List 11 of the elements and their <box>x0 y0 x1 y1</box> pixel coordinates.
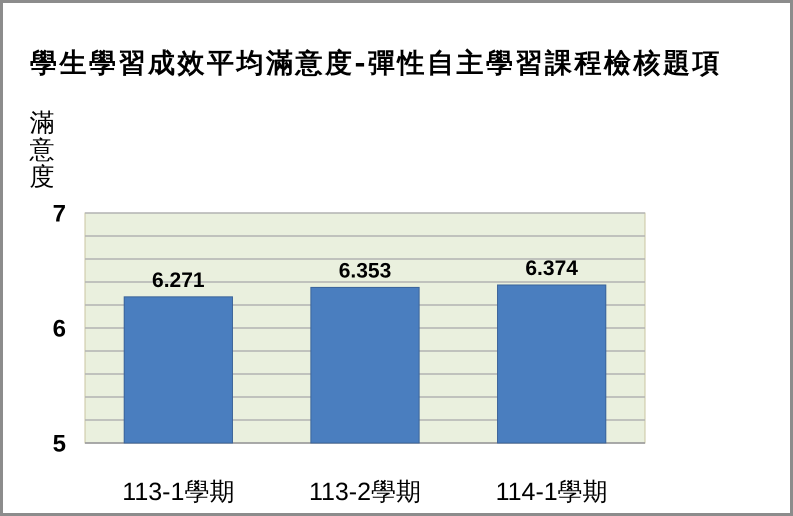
data-label: 6.271 <box>152 268 205 292</box>
x-tick-label: 114-1學期 <box>496 478 608 506</box>
y-tick-label: 6 <box>52 316 66 343</box>
x-tick-label: 113-1學期 <box>122 478 234 506</box>
data-label: 6.353 <box>338 259 392 282</box>
y-tick-label: 5 <box>52 430 66 458</box>
chart-title: 學生學習成效平均滿意度-彈性自主學習課程檢核題項 <box>30 48 722 79</box>
y-tick-label: 7 <box>52 200 66 228</box>
data-label: 6.374 <box>525 256 578 280</box>
y-axis-title: 滿意度 <box>28 109 54 191</box>
x-tick-label: 113-2學期 <box>308 478 422 506</box>
